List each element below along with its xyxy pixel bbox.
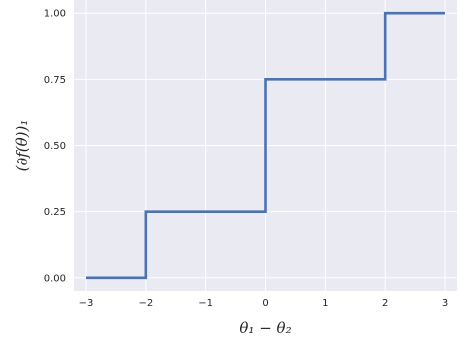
x-tick-label: 3 — [442, 298, 448, 309]
x-tick-label: 1 — [322, 298, 328, 309]
y-tick-label: 0.25 — [44, 207, 66, 218]
y-tick-label: 0.75 — [44, 75, 66, 86]
y-tick-label: 1.00 — [44, 9, 66, 20]
y-axis-label: (∂f(θ))₁ — [13, 120, 31, 172]
x-axis-label: θ₁ − θ₂ — [239, 319, 291, 337]
x-tick-label: 0 — [262, 298, 268, 309]
x-tick-labels: −3 −2 −1 0 1 2 3 — [79, 298, 449, 309]
x-tick-label: 2 — [382, 298, 388, 309]
x-tick-label: −2 — [138, 298, 153, 309]
series-line — [85, 11, 446, 280]
x-tick-label: −1 — [198, 298, 213, 309]
x-tick-label: −3 — [79, 298, 94, 309]
y-tick-label: 0.50 — [44, 141, 66, 152]
y-tick-labels: 0.00 0.25 0.50 0.75 1.00 — [44, 9, 66, 285]
y-tick-label: 0.00 — [44, 273, 66, 284]
